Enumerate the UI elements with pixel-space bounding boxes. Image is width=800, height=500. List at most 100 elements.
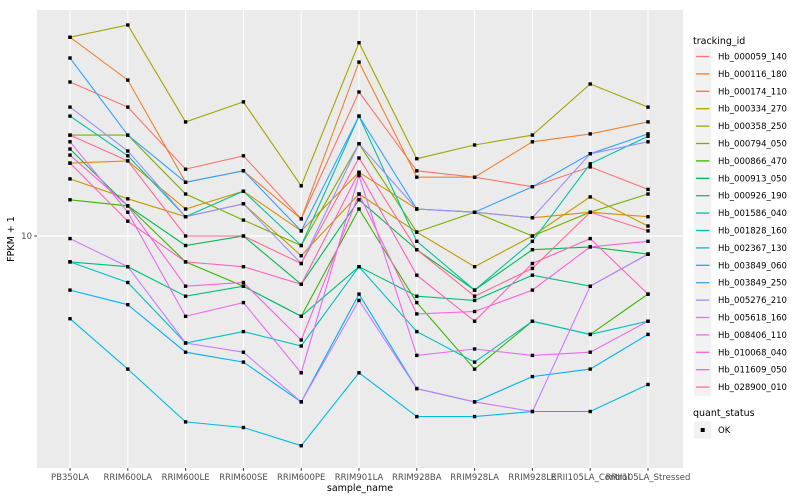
data-point <box>299 184 303 188</box>
data-point <box>588 162 592 166</box>
data-point <box>68 236 72 241</box>
data-point <box>415 239 419 243</box>
legend-key-point <box>700 428 705 432</box>
legend-entry-label: Hb_000794_050 <box>718 140 787 150</box>
data-point <box>530 319 535 323</box>
data-point <box>126 303 130 307</box>
data-point <box>68 80 72 84</box>
data-point <box>126 280 130 285</box>
data-point <box>126 210 130 214</box>
legend-entry: Hb_000913_050 <box>694 169 787 187</box>
data-point <box>588 210 592 214</box>
legend-entry-label: Hb_000174_110 <box>718 87 787 97</box>
legend-entry-label: Hb_005618_160 <box>718 314 787 324</box>
legend-entry-label: Hb_000059_140 <box>718 53 787 63</box>
legend-entry: Hb_003849_250 <box>694 274 787 292</box>
data-point <box>530 234 535 238</box>
data-point <box>646 105 650 109</box>
data-point <box>126 197 130 201</box>
data-point <box>68 140 72 144</box>
legend-entry-label: Hb_000358_250 <box>718 122 787 132</box>
data-point <box>68 288 72 292</box>
data-point <box>241 189 246 193</box>
data-point <box>183 350 188 354</box>
legend-entry-label: Hb_002367_130 <box>718 244 787 254</box>
legend-entry: Hb_005276_210 <box>694 291 787 309</box>
legend-entry: Hb_010068_040 <box>694 343 787 361</box>
legend-entry-label: Hb_001586_040 <box>718 209 787 219</box>
data-point <box>241 425 246 430</box>
data-point <box>530 216 535 220</box>
data-point <box>126 149 130 153</box>
x-tick-label: RRIM901LA <box>335 473 384 483</box>
data-point <box>646 192 650 196</box>
data-point <box>357 142 361 146</box>
legend-entry: Hb_000866_470 <box>694 152 787 170</box>
legend-entry-label: Hb_000926_190 <box>718 192 787 202</box>
data-point <box>68 317 72 321</box>
data-point <box>68 105 72 109</box>
data-point <box>415 273 419 277</box>
data-point <box>530 353 535 358</box>
legend-entry: Hb_000116_180 <box>694 65 787 83</box>
x-tick-label: PB350LA <box>51 473 89 483</box>
data-point <box>241 300 246 305</box>
data-point <box>530 140 535 144</box>
data-point <box>472 298 477 303</box>
data-point <box>299 282 303 286</box>
data-point <box>299 371 303 375</box>
data-point <box>68 161 72 165</box>
data-point <box>415 248 419 252</box>
data-point <box>126 367 130 371</box>
data-point <box>126 105 130 109</box>
data-point <box>183 167 188 171</box>
data-point <box>68 147 72 151</box>
data-point <box>299 444 303 448</box>
data-point <box>530 273 535 277</box>
data-point <box>646 319 650 323</box>
data-point <box>183 120 188 124</box>
data-point <box>357 173 361 178</box>
data-point <box>357 298 361 303</box>
legend-entry: Hb_000358_250 <box>694 117 787 135</box>
data-point <box>299 243 303 248</box>
data-point <box>530 266 535 271</box>
data-point <box>530 288 535 292</box>
legend-entry-label: Hb_005276_210 <box>718 296 787 306</box>
plot-panel <box>37 10 683 468</box>
data-point <box>299 229 303 233</box>
data-point <box>241 234 246 238</box>
data-point <box>183 180 188 184</box>
x-tick-label: RRIM928BA <box>392 473 442 483</box>
legend-title-tracking: tracking_id <box>693 36 745 47</box>
data-point <box>646 292 650 296</box>
data-point <box>183 192 188 196</box>
data-point <box>357 192 361 196</box>
data-point <box>472 400 477 404</box>
x-tick-label: RRIM600PE <box>277 473 325 483</box>
data-point <box>646 120 650 124</box>
data-point <box>588 236 592 241</box>
x-tick-label: RRIM600SE <box>219 473 268 483</box>
legend-entry: Hb_001586_040 <box>694 204 787 222</box>
data-point <box>472 347 477 351</box>
legend-entry-label: Hb_003849_250 <box>718 279 787 289</box>
legend-entry: Hb_001828_160 <box>694 221 787 240</box>
data-point <box>357 170 361 174</box>
data-point <box>357 114 361 118</box>
data-point <box>126 154 130 158</box>
data-point <box>415 353 419 358</box>
legend-entry: Hb_002367_130 <box>694 239 787 257</box>
data-point <box>299 261 303 266</box>
legend-entry-label: Hb_008406_110 <box>718 331 787 341</box>
data-point <box>299 344 303 348</box>
data-point <box>415 312 419 316</box>
data-point <box>241 284 246 288</box>
data-point <box>415 207 419 211</box>
data-point <box>241 169 246 173</box>
data-point <box>472 414 477 419</box>
x-tick-label: RRII105LA_Stressed <box>606 473 691 483</box>
data-point <box>183 243 188 248</box>
data-point <box>472 210 477 214</box>
